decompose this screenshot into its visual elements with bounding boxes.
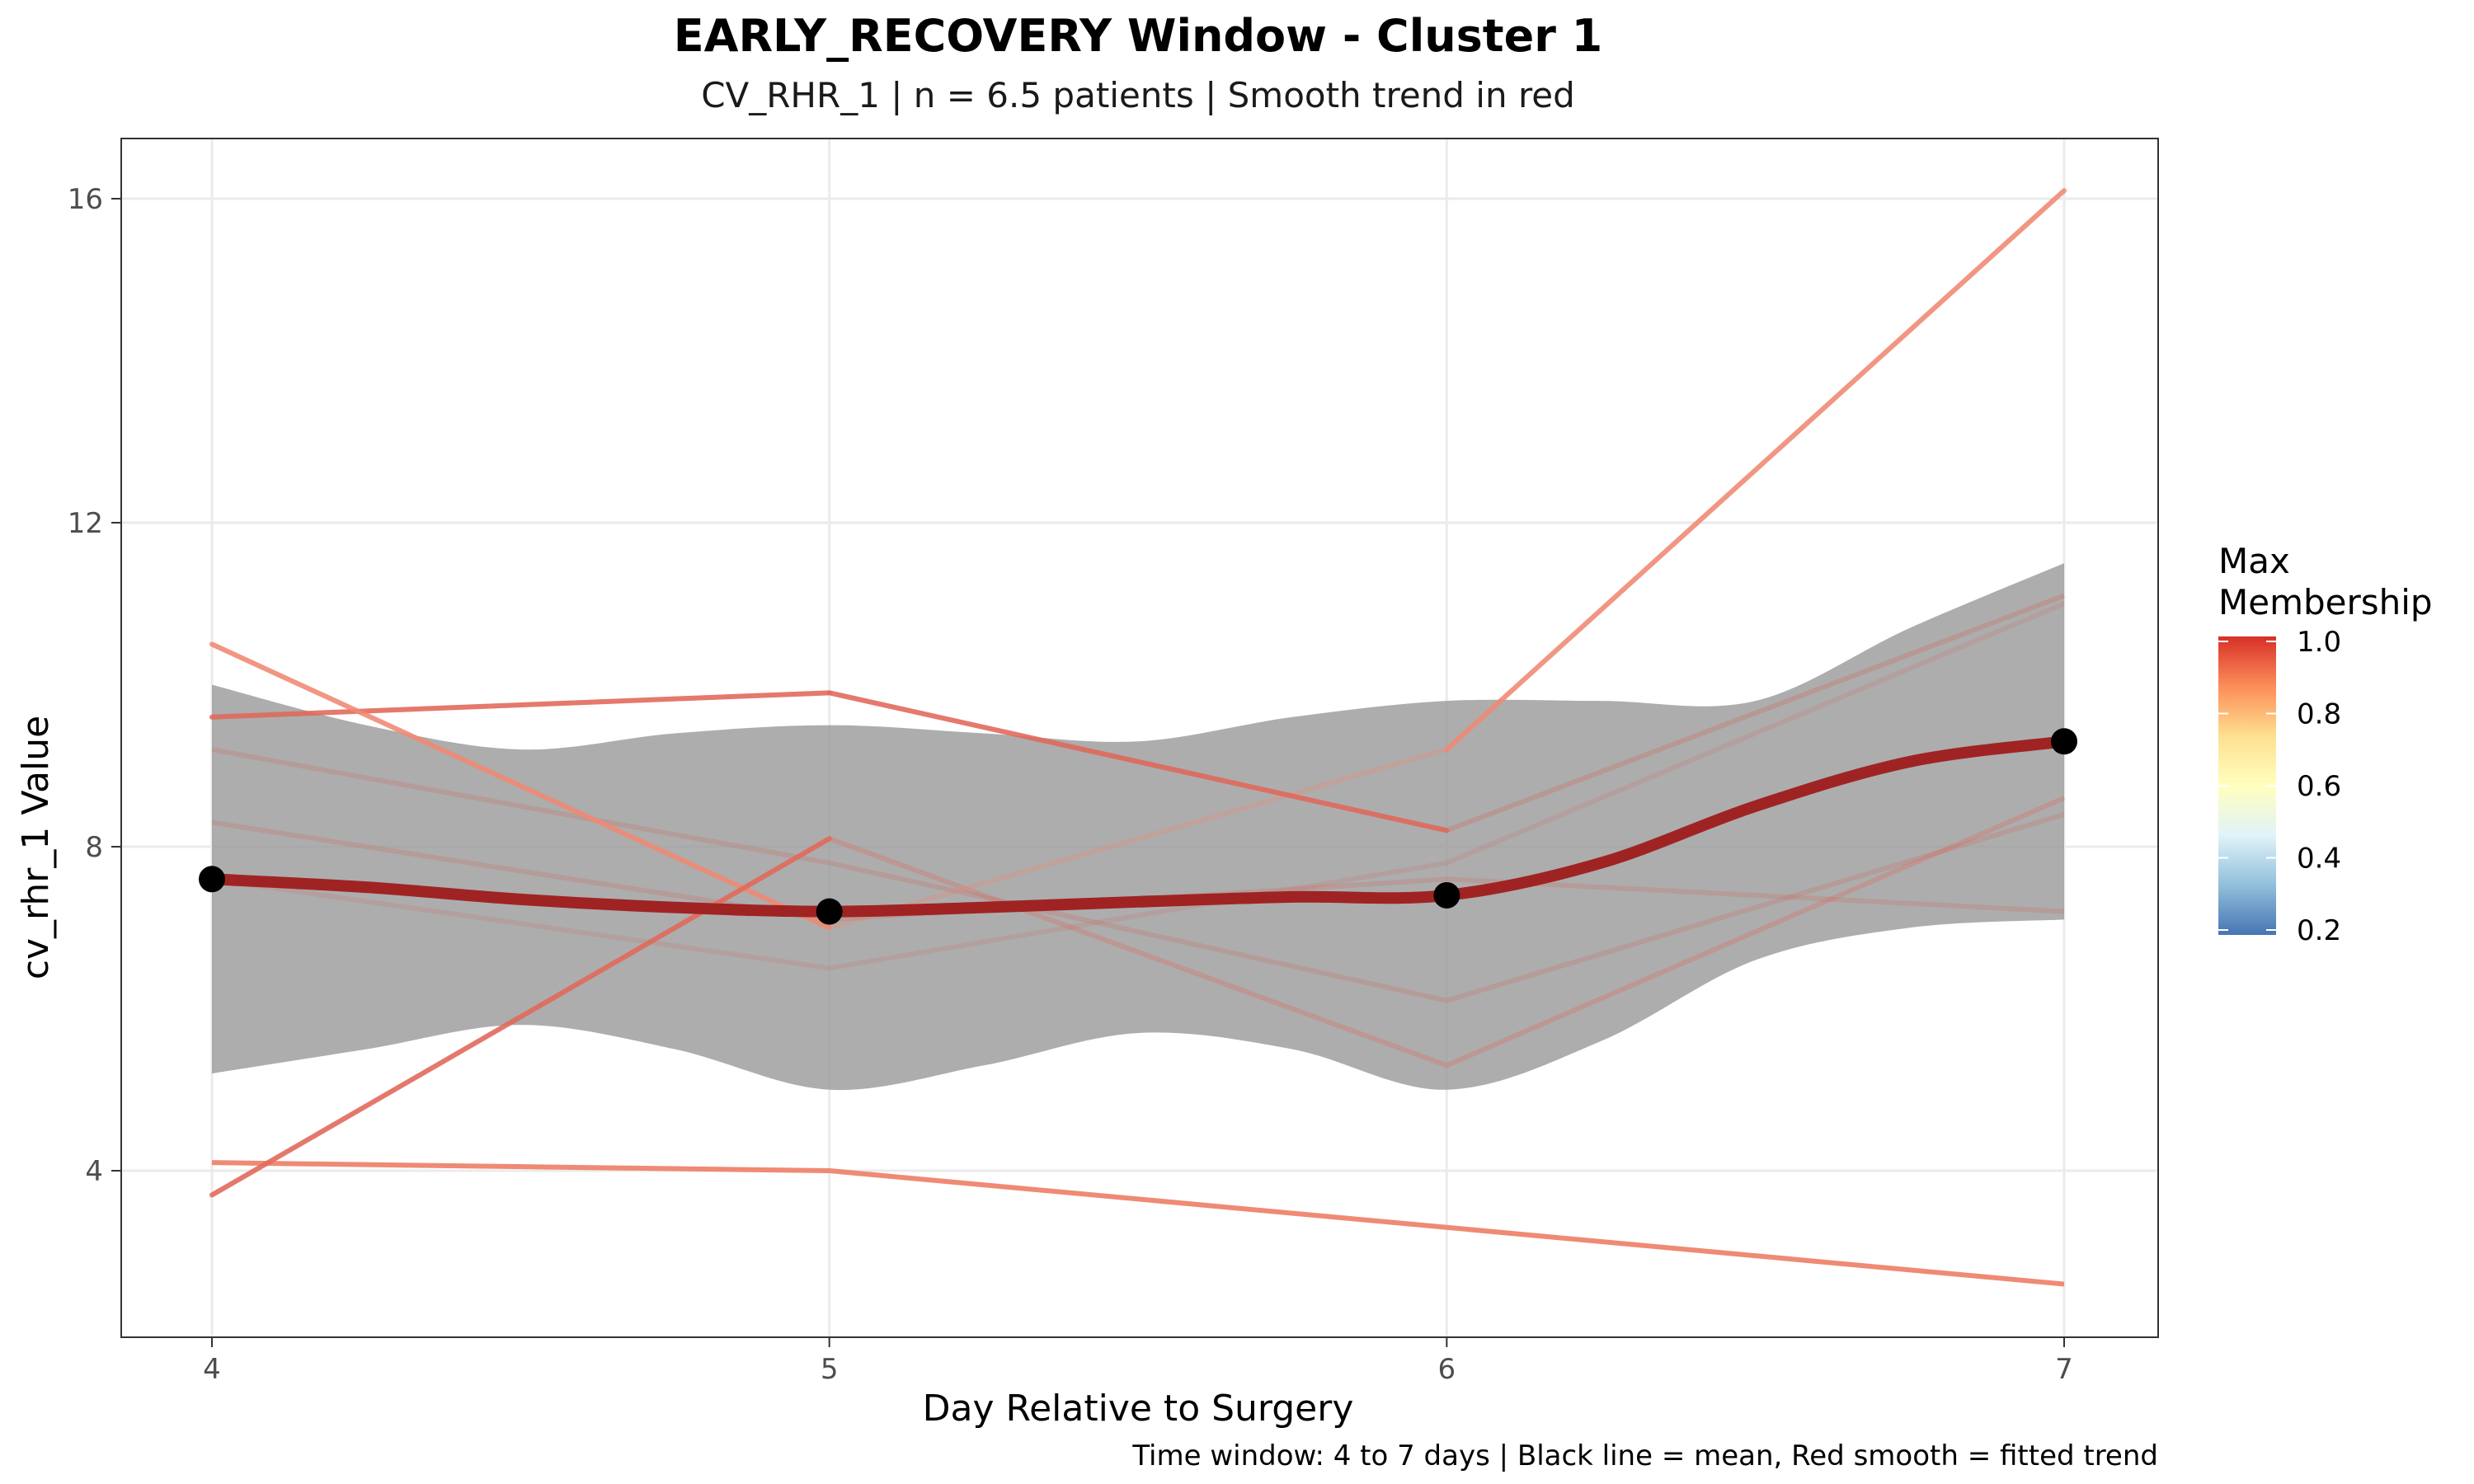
x-axis-label: Day Relative to Surgery	[923, 1388, 1354, 1430]
legend: Max Membership 1.0 0.8 0.6 0.4 0.2	[2218, 541, 2433, 947]
confidence-band-area	[212, 563, 2064, 1091]
legend-tick-label: 0.4	[2297, 843, 2341, 876]
legend-title-line-1: Max	[2218, 541, 2290, 581]
chart-caption: Time window: 4 to 7 days | Black line = …	[1131, 1439, 2158, 1472]
mean-points	[199, 728, 2077, 925]
x-tick-label: 7	[2055, 1353, 2073, 1386]
y-tick-label: 16	[68, 183, 103, 216]
legend-tick-label: 0.8	[2297, 698, 2341, 731]
legend-tick-label: 0.6	[2297, 770, 2341, 803]
mean-point	[199, 866, 225, 893]
legend-ticks: 1.0 0.8 0.6 0.4 0.2	[2218, 626, 2341, 947]
patient-line	[211, 1160, 2065, 1287]
x-tick-label: 5	[821, 1353, 839, 1386]
y-tick-label: 4	[85, 1155, 103, 1188]
confidence-band	[212, 563, 2064, 1091]
y-axis-label: cv_rhr_1 Value	[15, 716, 57, 979]
legend-tick-label: 1.0	[2297, 626, 2341, 659]
patient-line	[211, 601, 2066, 971]
smooth-trend	[206, 735, 2070, 918]
patient-line-segment	[826, 690, 1450, 834]
smooth-trend-line	[206, 735, 2070, 918]
x-tick-label: 4	[203, 1353, 221, 1386]
x-axis-ticks: 4 5 6 7	[203, 1337, 2073, 1386]
y-axis-ticks: 4 8 12 16	[68, 183, 121, 1188]
legend-title-line-2: Membership	[2218, 582, 2433, 622]
mean-point	[2051, 728, 2077, 755]
legend-tick-label: 0.2	[2297, 914, 2341, 947]
patient-line-segment	[209, 836, 832, 1198]
mean-point	[1433, 881, 1460, 909]
y-tick-label: 8	[85, 831, 103, 864]
chart-title: EARLY_RECOVERY Window - Cluster 1	[674, 10, 1602, 62]
patient-line	[211, 747, 2065, 1003]
patient-line-segment	[1444, 188, 2067, 753]
patient-line-segment	[209, 690, 832, 720]
patient-line-segment	[209, 641, 832, 931]
plot-panel-border	[120, 138, 2159, 1338]
mean-point	[816, 898, 843, 925]
y-tick-label: 12	[68, 507, 103, 540]
chart-subtitle: CV_RHR_1 | n = 6.5 patients | Smooth tre…	[701, 75, 1575, 115]
x-tick-label: 6	[1438, 1353, 1456, 1386]
